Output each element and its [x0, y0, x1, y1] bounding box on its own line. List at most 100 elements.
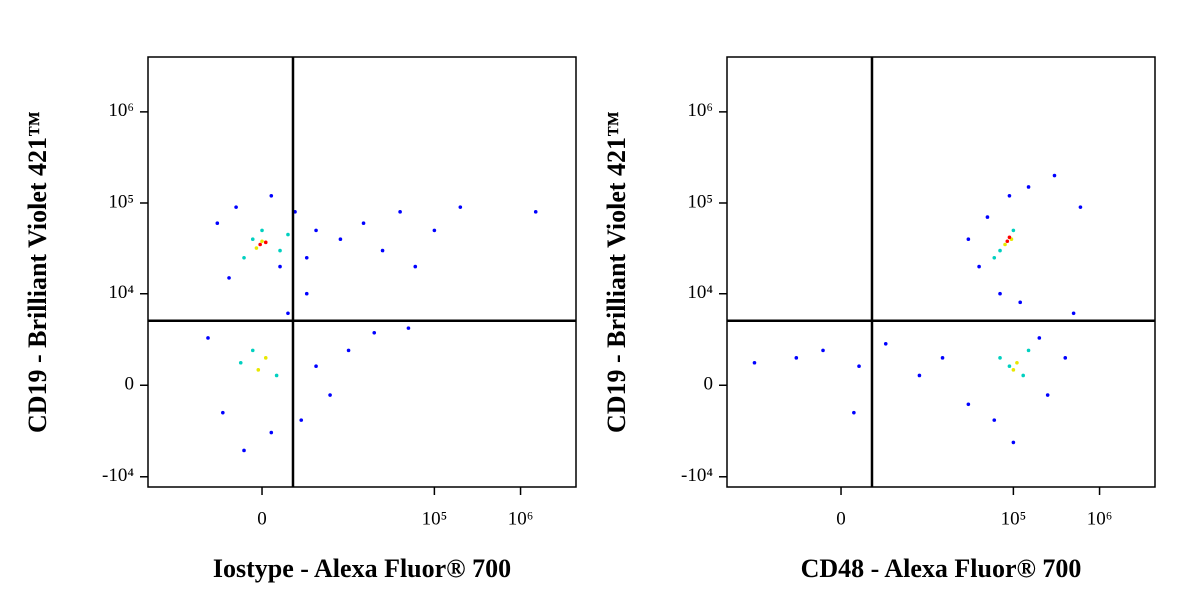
event-dot — [1026, 348, 1031, 353]
event-dot — [1011, 368, 1016, 372]
y-tick-label: 10⁴ — [108, 282, 134, 303]
event-dot — [1071, 311, 1076, 316]
event-dot — [966, 402, 971, 407]
event-dot — [1007, 364, 1012, 369]
x-axis-label: Iostype - Alexa Fluor® 700 — [213, 554, 511, 583]
event-dot — [432, 228, 437, 233]
event-dot — [1005, 239, 1010, 244]
event-dot — [299, 418, 304, 422]
y-axis-label: CD19 - Brilliant Violet 421™ — [602, 111, 631, 433]
event-dot — [314, 364, 318, 369]
event-dot — [238, 360, 243, 365]
event-dot — [1018, 300, 1023, 305]
event-dot — [254, 246, 259, 250]
y-tick-label: -10⁴ — [681, 465, 713, 486]
event-dot — [256, 368, 261, 372]
event-dot — [883, 341, 888, 346]
plot-frame — [147, 56, 577, 488]
event-dot — [413, 264, 418, 269]
event-dot — [821, 348, 825, 353]
y-tick-label: 0 — [704, 374, 714, 395]
event-dot — [1026, 185, 1031, 189]
event-dot — [1063, 356, 1068, 360]
y-tick-label: 0 — [125, 374, 135, 395]
event-dot — [1045, 393, 1050, 397]
event-dot — [346, 348, 351, 353]
event-dot — [992, 255, 997, 260]
event-dot — [1003, 242, 1007, 247]
event-dot — [1015, 360, 1019, 365]
y-tick-label: 10⁶ — [108, 100, 134, 121]
event-dot — [206, 336, 210, 340]
y-tick-label: 10⁵ — [108, 191, 134, 212]
event-dot — [380, 248, 385, 253]
y-tick-label: 10⁴ — [687, 282, 713, 303]
event-dot — [1011, 440, 1016, 445]
x-tick-label: 0 — [836, 508, 846, 529]
x-tick-label: 0 — [257, 508, 267, 529]
event-dot — [406, 326, 411, 330]
event-dot — [269, 430, 274, 435]
event-dot — [242, 448, 246, 453]
event-dot — [533, 210, 538, 214]
event-dot — [258, 242, 262, 247]
event-dot — [361, 221, 366, 226]
event-dot — [857, 364, 861, 369]
y-axis-label: CD19 - Brilliant Violet 421™ — [23, 111, 52, 433]
event-dot — [274, 373, 279, 378]
event-dot — [221, 410, 225, 415]
x-tick-label: 10⁵ — [1001, 508, 1027, 529]
event-dot — [398, 210, 402, 214]
event-dot — [328, 393, 332, 397]
event-dot — [314, 228, 318, 233]
y-tick-label: 10⁶ — [687, 100, 713, 121]
event-dot — [278, 264, 282, 269]
event-dot — [260, 239, 264, 244]
plot-frame — [726, 56, 1156, 488]
event-dot — [250, 237, 255, 242]
y-tick-label: -10⁴ — [102, 465, 134, 486]
event-dot — [286, 311, 290, 316]
event-dot — [269, 193, 274, 198]
event-dot — [1037, 336, 1042, 340]
event-dot — [992, 418, 997, 422]
event-dot — [998, 248, 1002, 253]
event-dot — [260, 228, 264, 233]
event-dot — [998, 356, 1002, 360]
event-dot — [1007, 193, 1012, 198]
event-dot — [852, 410, 856, 415]
event-dot — [304, 291, 309, 296]
event-dot — [372, 330, 377, 335]
event-dot — [286, 232, 290, 237]
event-dot — [1078, 205, 1083, 209]
event-dot — [250, 348, 255, 353]
event-dot — [966, 237, 971, 242]
event-dot — [338, 237, 343, 242]
event-dot — [1011, 228, 1016, 233]
x-tick-label: 10⁵ — [422, 508, 448, 529]
event-dot — [227, 276, 231, 280]
event-dot — [794, 356, 799, 360]
event-dot — [263, 240, 268, 245]
event-dot — [1052, 173, 1057, 178]
event-dot — [215, 221, 220, 226]
event-dot — [985, 215, 990, 219]
event-dot — [940, 356, 945, 360]
event-dot — [304, 255, 309, 260]
event-dot — [242, 255, 246, 260]
x-axis-label: CD48 - Alexa Fluor® 700 — [801, 554, 1082, 583]
event-dot — [278, 248, 282, 253]
x-tick-label: 10⁶ — [508, 508, 534, 529]
event-dot — [752, 360, 757, 365]
event-dot — [458, 205, 463, 209]
event-dot — [234, 205, 238, 209]
event-dot — [998, 291, 1002, 296]
x-tick-label: 10⁶ — [1087, 508, 1113, 529]
event-dot — [1007, 235, 1012, 240]
event-dot — [977, 264, 981, 269]
event-dot — [1021, 373, 1025, 378]
event-dot — [263, 356, 268, 360]
y-tick-label: 10⁵ — [687, 191, 713, 212]
event-dot — [917, 373, 922, 378]
